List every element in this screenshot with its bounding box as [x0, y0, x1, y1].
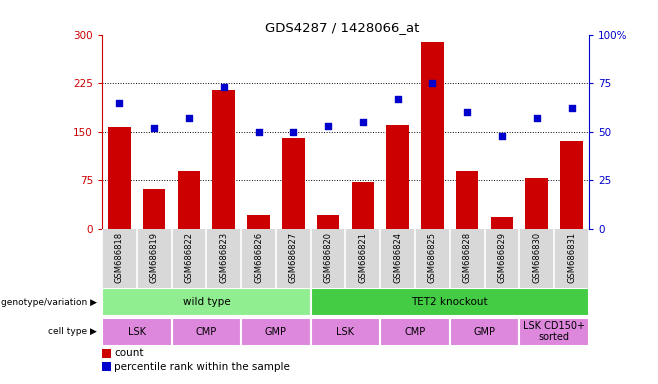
Text: LSK CD150+
sorted: LSK CD150+ sorted	[523, 321, 585, 343]
Bar	[143, 189, 165, 229]
Text: CMP: CMP	[405, 326, 426, 336]
Text: genotype/variation ▶: genotype/variation ▶	[1, 298, 97, 307]
Bar	[351, 182, 374, 229]
Point	[184, 115, 194, 121]
Bar	[456, 170, 478, 229]
Text: TET2 knockout: TET2 knockout	[411, 297, 488, 308]
Bar	[526, 178, 548, 229]
Bar	[102, 288, 311, 316]
Text: GSM686830: GSM686830	[532, 232, 542, 283]
Point	[114, 99, 124, 106]
Point	[532, 115, 542, 121]
Text: GSM686818: GSM686818	[115, 232, 124, 283]
Bar	[380, 318, 450, 346]
Bar	[282, 138, 305, 229]
Point	[497, 132, 507, 139]
Text: GSM686825: GSM686825	[428, 232, 437, 283]
Bar	[560, 141, 583, 229]
Point	[567, 105, 577, 111]
Text: LSK: LSK	[128, 326, 146, 336]
Text: GSM686831: GSM686831	[567, 232, 576, 283]
Text: GSM686823: GSM686823	[219, 232, 228, 283]
Point	[462, 109, 472, 115]
Text: GSM686828: GSM686828	[463, 232, 472, 283]
Point	[288, 129, 299, 135]
Text: GSM686819: GSM686819	[149, 232, 159, 283]
Point	[392, 96, 403, 102]
Point	[218, 84, 229, 90]
Point	[323, 123, 334, 129]
Bar	[102, 349, 111, 358]
Bar	[247, 215, 270, 229]
Text: GSM686826: GSM686826	[254, 232, 263, 283]
Text: percentile rank within the sample: percentile rank within the sample	[114, 362, 290, 372]
Text: wild type: wild type	[182, 297, 230, 308]
Bar	[421, 42, 443, 229]
Bar	[241, 318, 311, 346]
Text: GSM686821: GSM686821	[359, 232, 367, 283]
Text: CMP: CMP	[195, 326, 217, 336]
Bar	[108, 126, 131, 229]
Point	[253, 129, 264, 135]
Text: GSM686829: GSM686829	[497, 232, 507, 283]
Bar	[213, 89, 235, 229]
Text: GMP: GMP	[474, 326, 495, 336]
Bar	[491, 217, 513, 229]
Bar	[519, 318, 589, 346]
Bar	[178, 170, 200, 229]
Bar	[172, 318, 241, 346]
Bar	[316, 215, 340, 229]
Point	[427, 80, 438, 86]
Bar	[450, 318, 519, 346]
Text: GSM686820: GSM686820	[324, 232, 332, 283]
Bar	[311, 288, 589, 316]
Bar	[311, 318, 380, 346]
Text: cell type ▶: cell type ▶	[48, 327, 97, 336]
Point	[357, 119, 368, 125]
Bar	[102, 362, 111, 371]
Text: GDS4287 / 1428066_at: GDS4287 / 1428066_at	[265, 21, 419, 34]
Bar	[102, 318, 172, 346]
Text: GSM686827: GSM686827	[289, 232, 298, 283]
Text: LSK: LSK	[336, 326, 355, 336]
Point	[149, 125, 159, 131]
Bar	[386, 125, 409, 229]
Text: GMP: GMP	[265, 326, 287, 336]
Text: GSM686822: GSM686822	[184, 232, 193, 283]
Text: GSM686824: GSM686824	[393, 232, 402, 283]
Text: count: count	[114, 349, 143, 359]
